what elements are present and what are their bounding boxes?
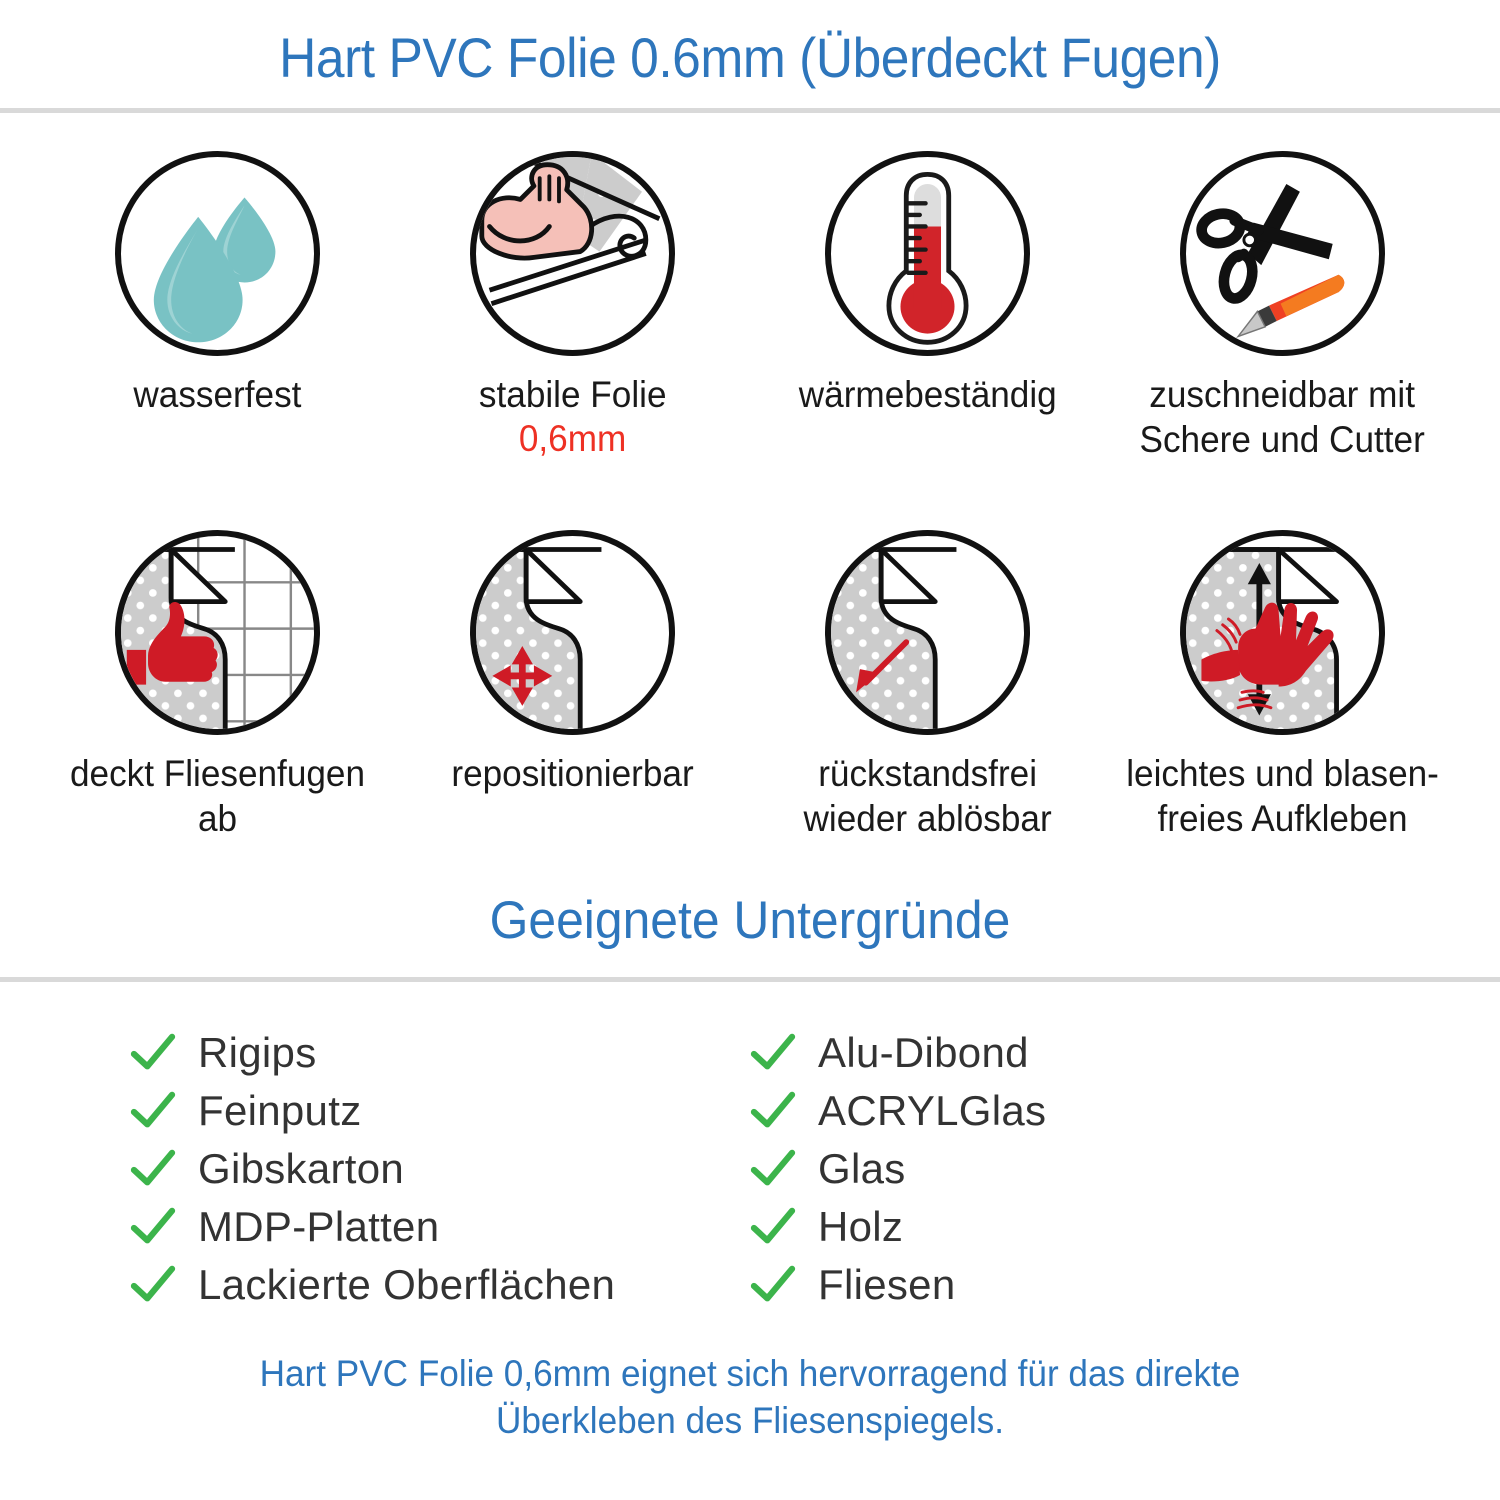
list-item: Holz xyxy=(750,1198,1046,1256)
divider-top xyxy=(0,108,1500,113)
check-icon xyxy=(130,1207,176,1247)
list-item: Alu-Dibond xyxy=(750,1024,1046,1082)
thumbs-up-tile-grid-icon xyxy=(115,530,320,736)
feature-label: leichtes und blasen- freies Aufkleben xyxy=(1126,753,1439,840)
feature-label: deckt Fliesenfugen ab xyxy=(69,753,366,840)
feature-waermebestaendig: wärmebeständig xyxy=(750,151,1105,462)
list-item-label: Holz xyxy=(818,1202,904,1250)
move-arrows-film-icon xyxy=(470,530,675,736)
check-icon xyxy=(750,1033,796,1073)
list-item-label: Rigips xyxy=(198,1028,317,1076)
list-item-label: Gibskarton xyxy=(198,1144,405,1192)
list-item-label: Glas xyxy=(818,1144,906,1192)
list-item-label: Alu-Dibond xyxy=(818,1028,1029,1076)
flexing-arm-film-icon xyxy=(470,151,675,356)
check-icon xyxy=(130,1033,176,1073)
list-item-label: Fliesen xyxy=(818,1260,956,1308)
check-icon xyxy=(750,1149,796,1189)
feature-leichtes-aufkleben: leichtes und blasen- freies Aufkleben xyxy=(1105,530,1460,841)
feature-label: repositionierbar xyxy=(451,753,694,795)
surfaces-column-left: Rigips Feinputz Gibskarton MDP-Platten L… xyxy=(130,1024,750,1314)
list-item: Lackierte Oberflächen xyxy=(130,1256,750,1314)
feature-label: rückstandsfrei wieder ablösbar xyxy=(803,753,1052,840)
feature-sublabel: 0,6mm xyxy=(518,418,627,460)
feature-label: zuschneidbar mit Schere und Cutter xyxy=(1139,374,1426,461)
surfaces-checklist: Rigips Feinputz Gibskarton MDP-Platten L… xyxy=(0,982,1500,1314)
check-icon xyxy=(130,1149,176,1189)
thermometer-icon xyxy=(825,151,1030,356)
peel-arrow-film-icon xyxy=(825,530,1030,736)
check-icon xyxy=(750,1207,796,1247)
section-heading-untergruende: Geeignete Untergründe xyxy=(489,890,1011,950)
feature-label: wasserfest xyxy=(133,374,302,415)
page-title: Hart PVC Folie 0.6mm (Überdeckt Fugen) xyxy=(279,26,1221,89)
list-item-label: Lackierte Oberflächen xyxy=(198,1260,616,1308)
surfaces-column-right: Alu-Dibond ACRYLGlas Glas Holz Fliesen xyxy=(750,1024,1046,1314)
water-drops-icon xyxy=(115,151,320,356)
check-icon xyxy=(130,1265,176,1305)
feature-zuschneidbar: zuschneidbar mit Schere und Cutter xyxy=(1105,151,1460,462)
check-icon xyxy=(130,1091,176,1131)
list-item-label: Feinputz xyxy=(198,1086,362,1134)
list-item: Gibskarton xyxy=(130,1140,750,1198)
list-item-label: MDP-Platten xyxy=(198,1202,440,1250)
smoothing-hand-film-icon xyxy=(1180,530,1385,736)
feature-grid-row-1: wasserfest xyxy=(0,113,1500,462)
feature-rueckstandsfrei: rückstandsfrei wieder ablösbar xyxy=(750,530,1105,841)
check-icon xyxy=(750,1091,796,1131)
feature-stabile-folie: stabile Folie 0,6mm xyxy=(395,151,750,462)
feature-wasserfest: wasserfest xyxy=(40,151,395,462)
feature-deckt-fliesenfugen: deckt Fliesenfugen ab xyxy=(40,530,395,841)
list-item-label: ACRYLGlas xyxy=(818,1086,1047,1134)
check-icon xyxy=(750,1265,796,1305)
list-item: Rigips xyxy=(130,1024,750,1082)
scissors-cutter-icon xyxy=(1180,151,1385,356)
list-item: Glas xyxy=(750,1140,1046,1198)
list-item: ACRYLGlas xyxy=(750,1082,1046,1140)
feature-label: stabile Folie xyxy=(478,374,667,415)
list-item: Feinputz xyxy=(130,1082,750,1140)
list-item: MDP-Platten xyxy=(130,1198,750,1256)
feature-repositionierbar: repositionierbar xyxy=(395,530,750,841)
divider-bottom xyxy=(0,976,1500,982)
list-item: Fliesen xyxy=(750,1256,1046,1314)
feature-label: wärmebeständig xyxy=(798,374,1057,415)
footer-note: Hart PVC Folie 0,6mm eignet sich hervorr… xyxy=(259,1352,1241,1441)
feature-grid-row-2: deckt Fliesenfugen ab xyxy=(0,492,1500,841)
